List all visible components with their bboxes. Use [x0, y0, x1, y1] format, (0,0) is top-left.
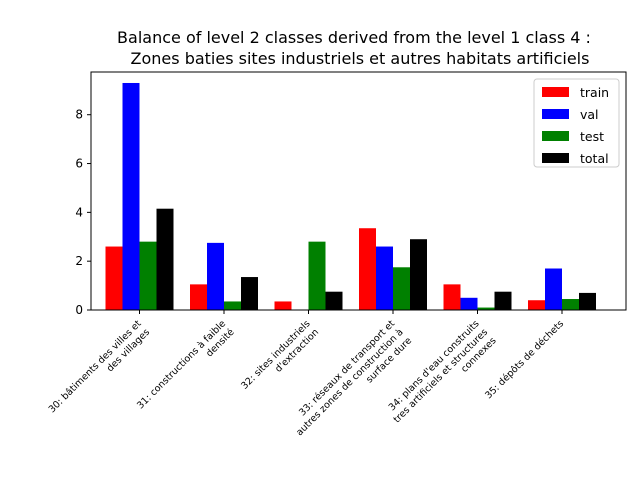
- bar-total-5: [579, 292, 596, 310]
- legend-swatch-test: [542, 131, 569, 141]
- x-tick-label: 30: bâtiments des villes etdes villages: [47, 318, 153, 424]
- legend-label-val: val: [580, 107, 599, 122]
- plot-area: 0 2 4 6 8 30: bâtiments des villes etdes vill…: [47, 71, 627, 438]
- legend-swatch-total: [542, 153, 569, 163]
- bar-val-0: [122, 82, 140, 310]
- legend-label-total: total: [580, 151, 609, 166]
- bar-val-3: [376, 246, 393, 310]
- y-tick-label: 4: [75, 205, 83, 219]
- chart-title-line-2: Zones baties sites industriels et autres…: [131, 49, 590, 68]
- y-tick-label: 8: [75, 108, 83, 122]
- bar-test-2: [308, 241, 326, 310]
- bar-test-4: [477, 307, 495, 310]
- bar-train-2: [274, 301, 292, 310]
- bar-train-0: [105, 246, 123, 310]
- x-tick-label: 32: sites industrielsd'extraction: [239, 318, 321, 400]
- bar-val-1: [207, 242, 224, 310]
- legend-swatch-val: [542, 109, 569, 119]
- bar-test-0: [139, 241, 157, 310]
- legend-swatch-train: [542, 87, 569, 97]
- y-tick-label: 0: [75, 303, 83, 317]
- legend: [533, 78, 620, 168]
- bar-train-5: [528, 300, 545, 310]
- axes-frame: [90, 71, 627, 311]
- bar-total-0: [156, 208, 174, 310]
- y-tick-label: 2: [75, 254, 83, 268]
- bar-test-1: [224, 301, 241, 310]
- bar-total-3: [410, 239, 427, 310]
- chart-title-line-1: Balance of level 2 classes derived from …: [117, 28, 591, 47]
- y-tick-label: 6: [75, 157, 83, 171]
- bar-test-3: [393, 267, 410, 310]
- bar-total-1: [241, 277, 258, 310]
- bar-train-3: [359, 228, 376, 310]
- bar-train-1: [190, 284, 207, 310]
- bar-val-4: [460, 297, 478, 310]
- bar-train-4: [443, 284, 461, 310]
- legend-label-train: train: [580, 85, 609, 100]
- bar-test-5: [562, 299, 579, 310]
- legend-label-test: test: [580, 129, 604, 144]
- x-tick-label: 35: dépôts de déchets: [483, 318, 566, 401]
- bar-total-2: [325, 291, 343, 310]
- bar-total-4: [494, 291, 512, 310]
- bar-val-5: [545, 268, 562, 310]
